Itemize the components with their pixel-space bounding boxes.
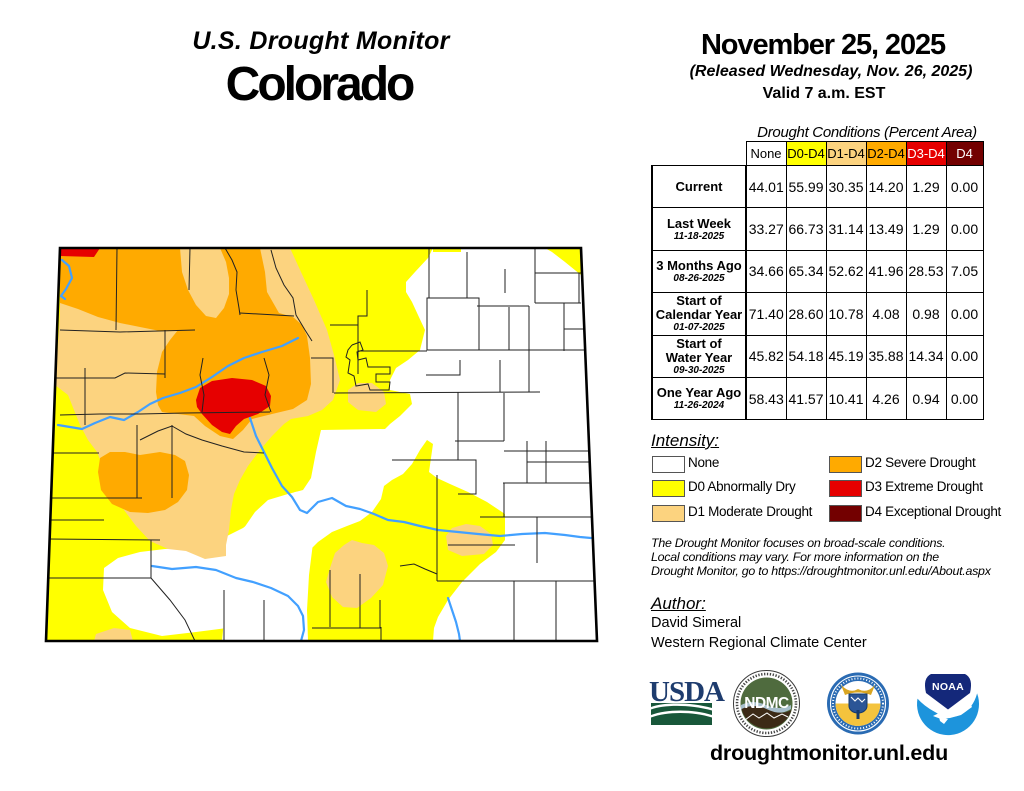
svg-text:NOAA: NOAA bbox=[932, 681, 964, 693]
svg-text:USDA: USDA bbox=[649, 676, 725, 708]
svg-text:NDMC: NDMC bbox=[744, 695, 789, 712]
